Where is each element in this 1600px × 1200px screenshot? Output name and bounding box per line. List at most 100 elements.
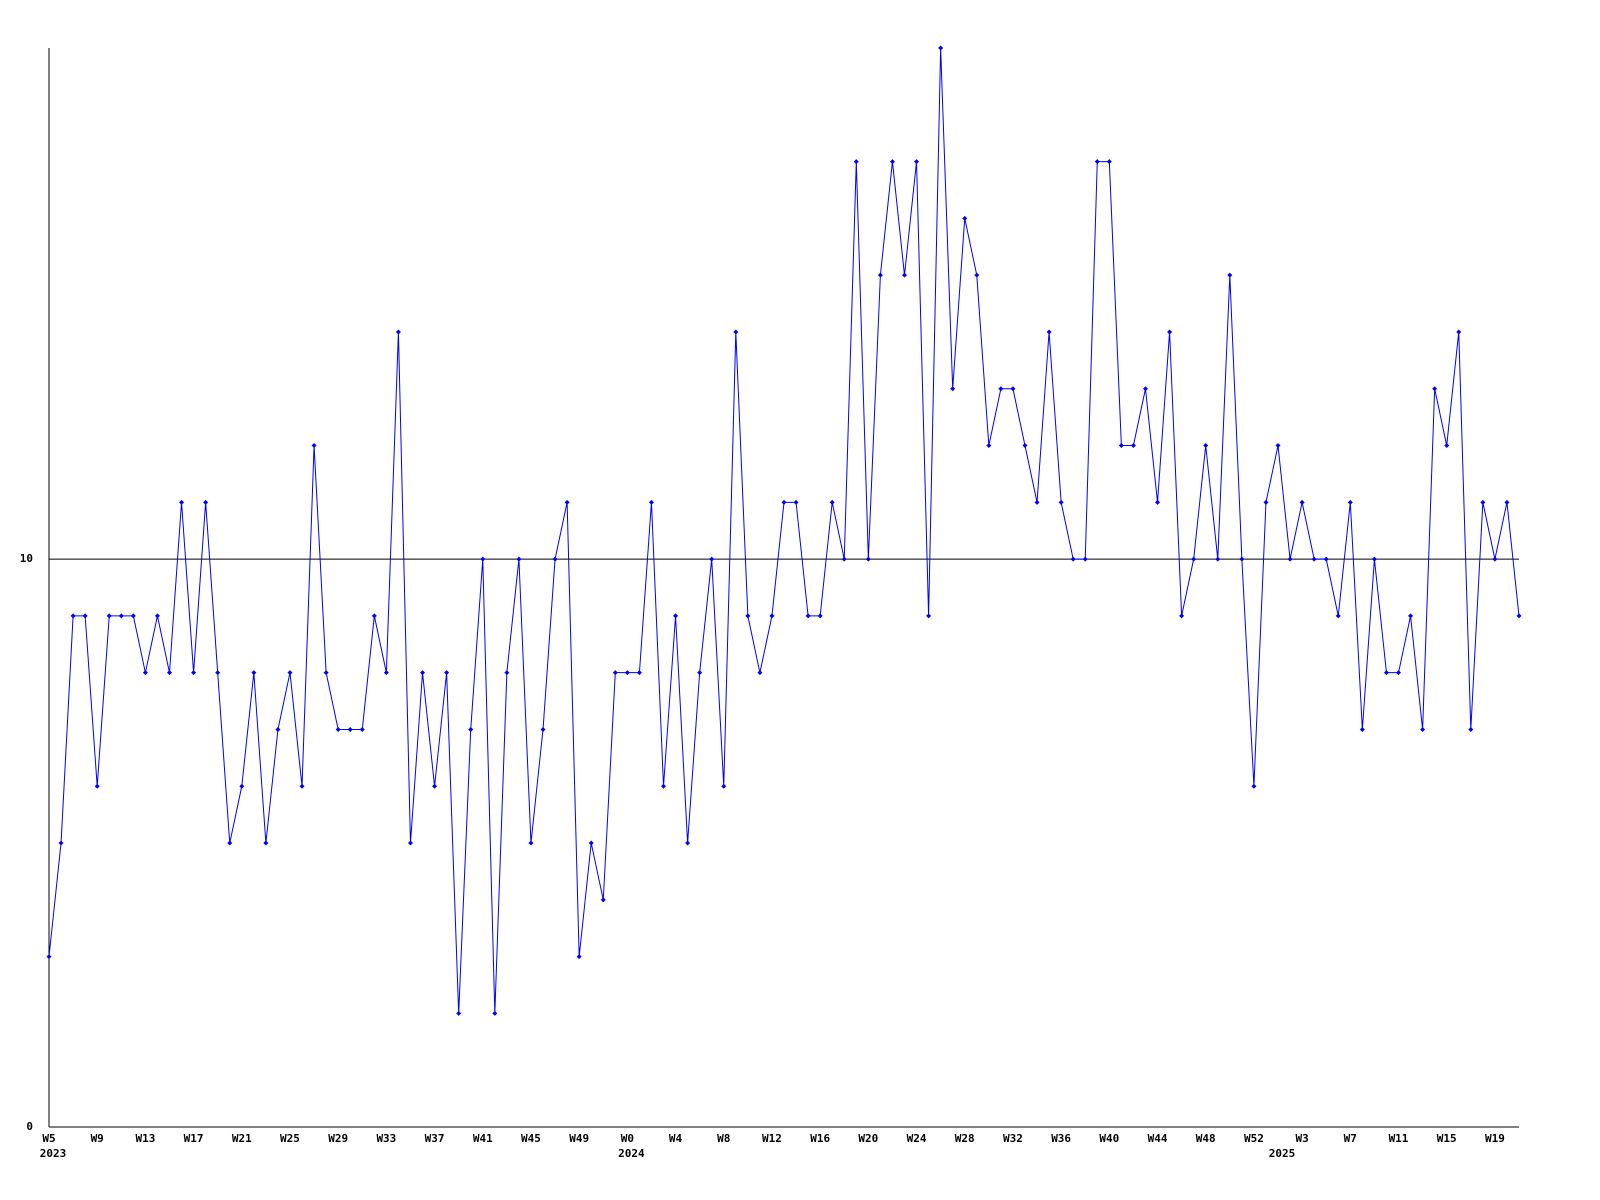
data-point: [781, 499, 787, 505]
data-point: [926, 613, 932, 619]
data-point: [480, 556, 486, 562]
data-point: [1094, 159, 1100, 165]
data-point: [203, 499, 209, 505]
data-point: [962, 215, 968, 221]
data-point: [1142, 386, 1148, 392]
x-tick-label: W52: [1244, 1132, 1264, 1145]
data-point: [914, 159, 920, 165]
data-point: [588, 840, 594, 846]
x-tick-label: W19: [1485, 1132, 1505, 1145]
year-label: 2025: [1269, 1147, 1296, 1160]
data-point: [1263, 499, 1269, 505]
data-point: [1468, 726, 1474, 732]
year-label: 2024: [618, 1147, 645, 1160]
data-point: [721, 783, 727, 789]
data-point: [166, 670, 172, 676]
x-tick-label: W9: [91, 1132, 104, 1145]
data-point: [1155, 499, 1161, 505]
x-tick-label: W21: [232, 1132, 252, 1145]
x-tick-label: W37: [425, 1132, 445, 1145]
data-point: [540, 726, 546, 732]
data-point: [877, 272, 883, 278]
y-tick-label: 10: [20, 552, 33, 565]
data-point: [1444, 443, 1450, 449]
data-point: [1106, 159, 1112, 165]
data-point: [1167, 329, 1173, 335]
data-point: [1311, 556, 1317, 562]
data-point: [1299, 499, 1305, 505]
data-point: [757, 670, 763, 676]
x-tick-label: W16: [810, 1132, 830, 1145]
data-point: [1191, 556, 1197, 562]
x-tick-label: W44: [1148, 1132, 1168, 1145]
series-line: [48, 47, 1520, 1014]
data-point: [901, 272, 907, 278]
data-point: [347, 726, 353, 732]
data-point: [1420, 726, 1426, 732]
data-point: [1034, 499, 1040, 505]
data-point: [58, 840, 64, 846]
data-point: [1492, 556, 1498, 562]
data-point: [685, 840, 691, 846]
data-point: [564, 499, 570, 505]
data-point: [1227, 272, 1233, 278]
x-tick-label: W33: [376, 1132, 396, 1145]
data-point: [805, 613, 811, 619]
data-point: [468, 726, 474, 732]
data-point: [191, 670, 197, 676]
data-point: [1371, 556, 1377, 562]
data-point: [950, 386, 956, 392]
data-point: [1516, 613, 1522, 619]
x-tick-label: W13: [135, 1132, 155, 1145]
x-tick-label: W25: [280, 1132, 300, 1145]
data-point: [492, 1010, 498, 1016]
data-point: [528, 840, 534, 846]
data-point: [1504, 499, 1510, 505]
data-point: [227, 840, 233, 846]
data-point: [1058, 499, 1064, 505]
data-point: [154, 613, 160, 619]
data-point: [1022, 443, 1028, 449]
data-point: [709, 556, 715, 562]
x-tick-label: W41: [473, 1132, 493, 1145]
x-tick-label: W24: [907, 1132, 927, 1145]
x-tick-label: W0: [621, 1132, 634, 1145]
data-point: [648, 499, 654, 505]
data-point: [142, 670, 148, 676]
data-point: [1383, 670, 1389, 676]
data-point: [1118, 443, 1124, 449]
data-point: [853, 159, 859, 165]
data-point: [70, 613, 76, 619]
data-point: [841, 556, 847, 562]
data-point: [504, 670, 510, 676]
data-point: [395, 329, 401, 335]
x-tick-label: W15: [1437, 1132, 1457, 1145]
data-point: [1287, 556, 1293, 562]
data-point: [311, 443, 317, 449]
data-point: [1335, 613, 1341, 619]
data-point: [287, 670, 293, 676]
data-point: [1456, 329, 1462, 335]
data-point: [986, 443, 992, 449]
data-point: [817, 613, 823, 619]
x-tick-label: W32: [1003, 1132, 1023, 1145]
data-point: [697, 670, 703, 676]
x-tick-label: W11: [1389, 1132, 1409, 1145]
data-point: [239, 783, 245, 789]
data-point: [974, 272, 980, 278]
data-point: [889, 159, 895, 165]
x-tick-label: W28: [955, 1132, 975, 1145]
x-tick-label: W45: [521, 1132, 541, 1145]
data-point: [1480, 499, 1486, 505]
data-point: [371, 613, 377, 619]
data-point: [407, 840, 413, 846]
data-point: [745, 613, 751, 619]
data-point: [94, 783, 100, 789]
data-point: [1179, 613, 1185, 619]
data-point: [359, 726, 365, 732]
x-tick-label: W7: [1344, 1132, 1357, 1145]
data-point: [1239, 556, 1245, 562]
data-point: [673, 613, 679, 619]
data-point: [829, 499, 835, 505]
x-tick-label: W49: [569, 1132, 589, 1145]
